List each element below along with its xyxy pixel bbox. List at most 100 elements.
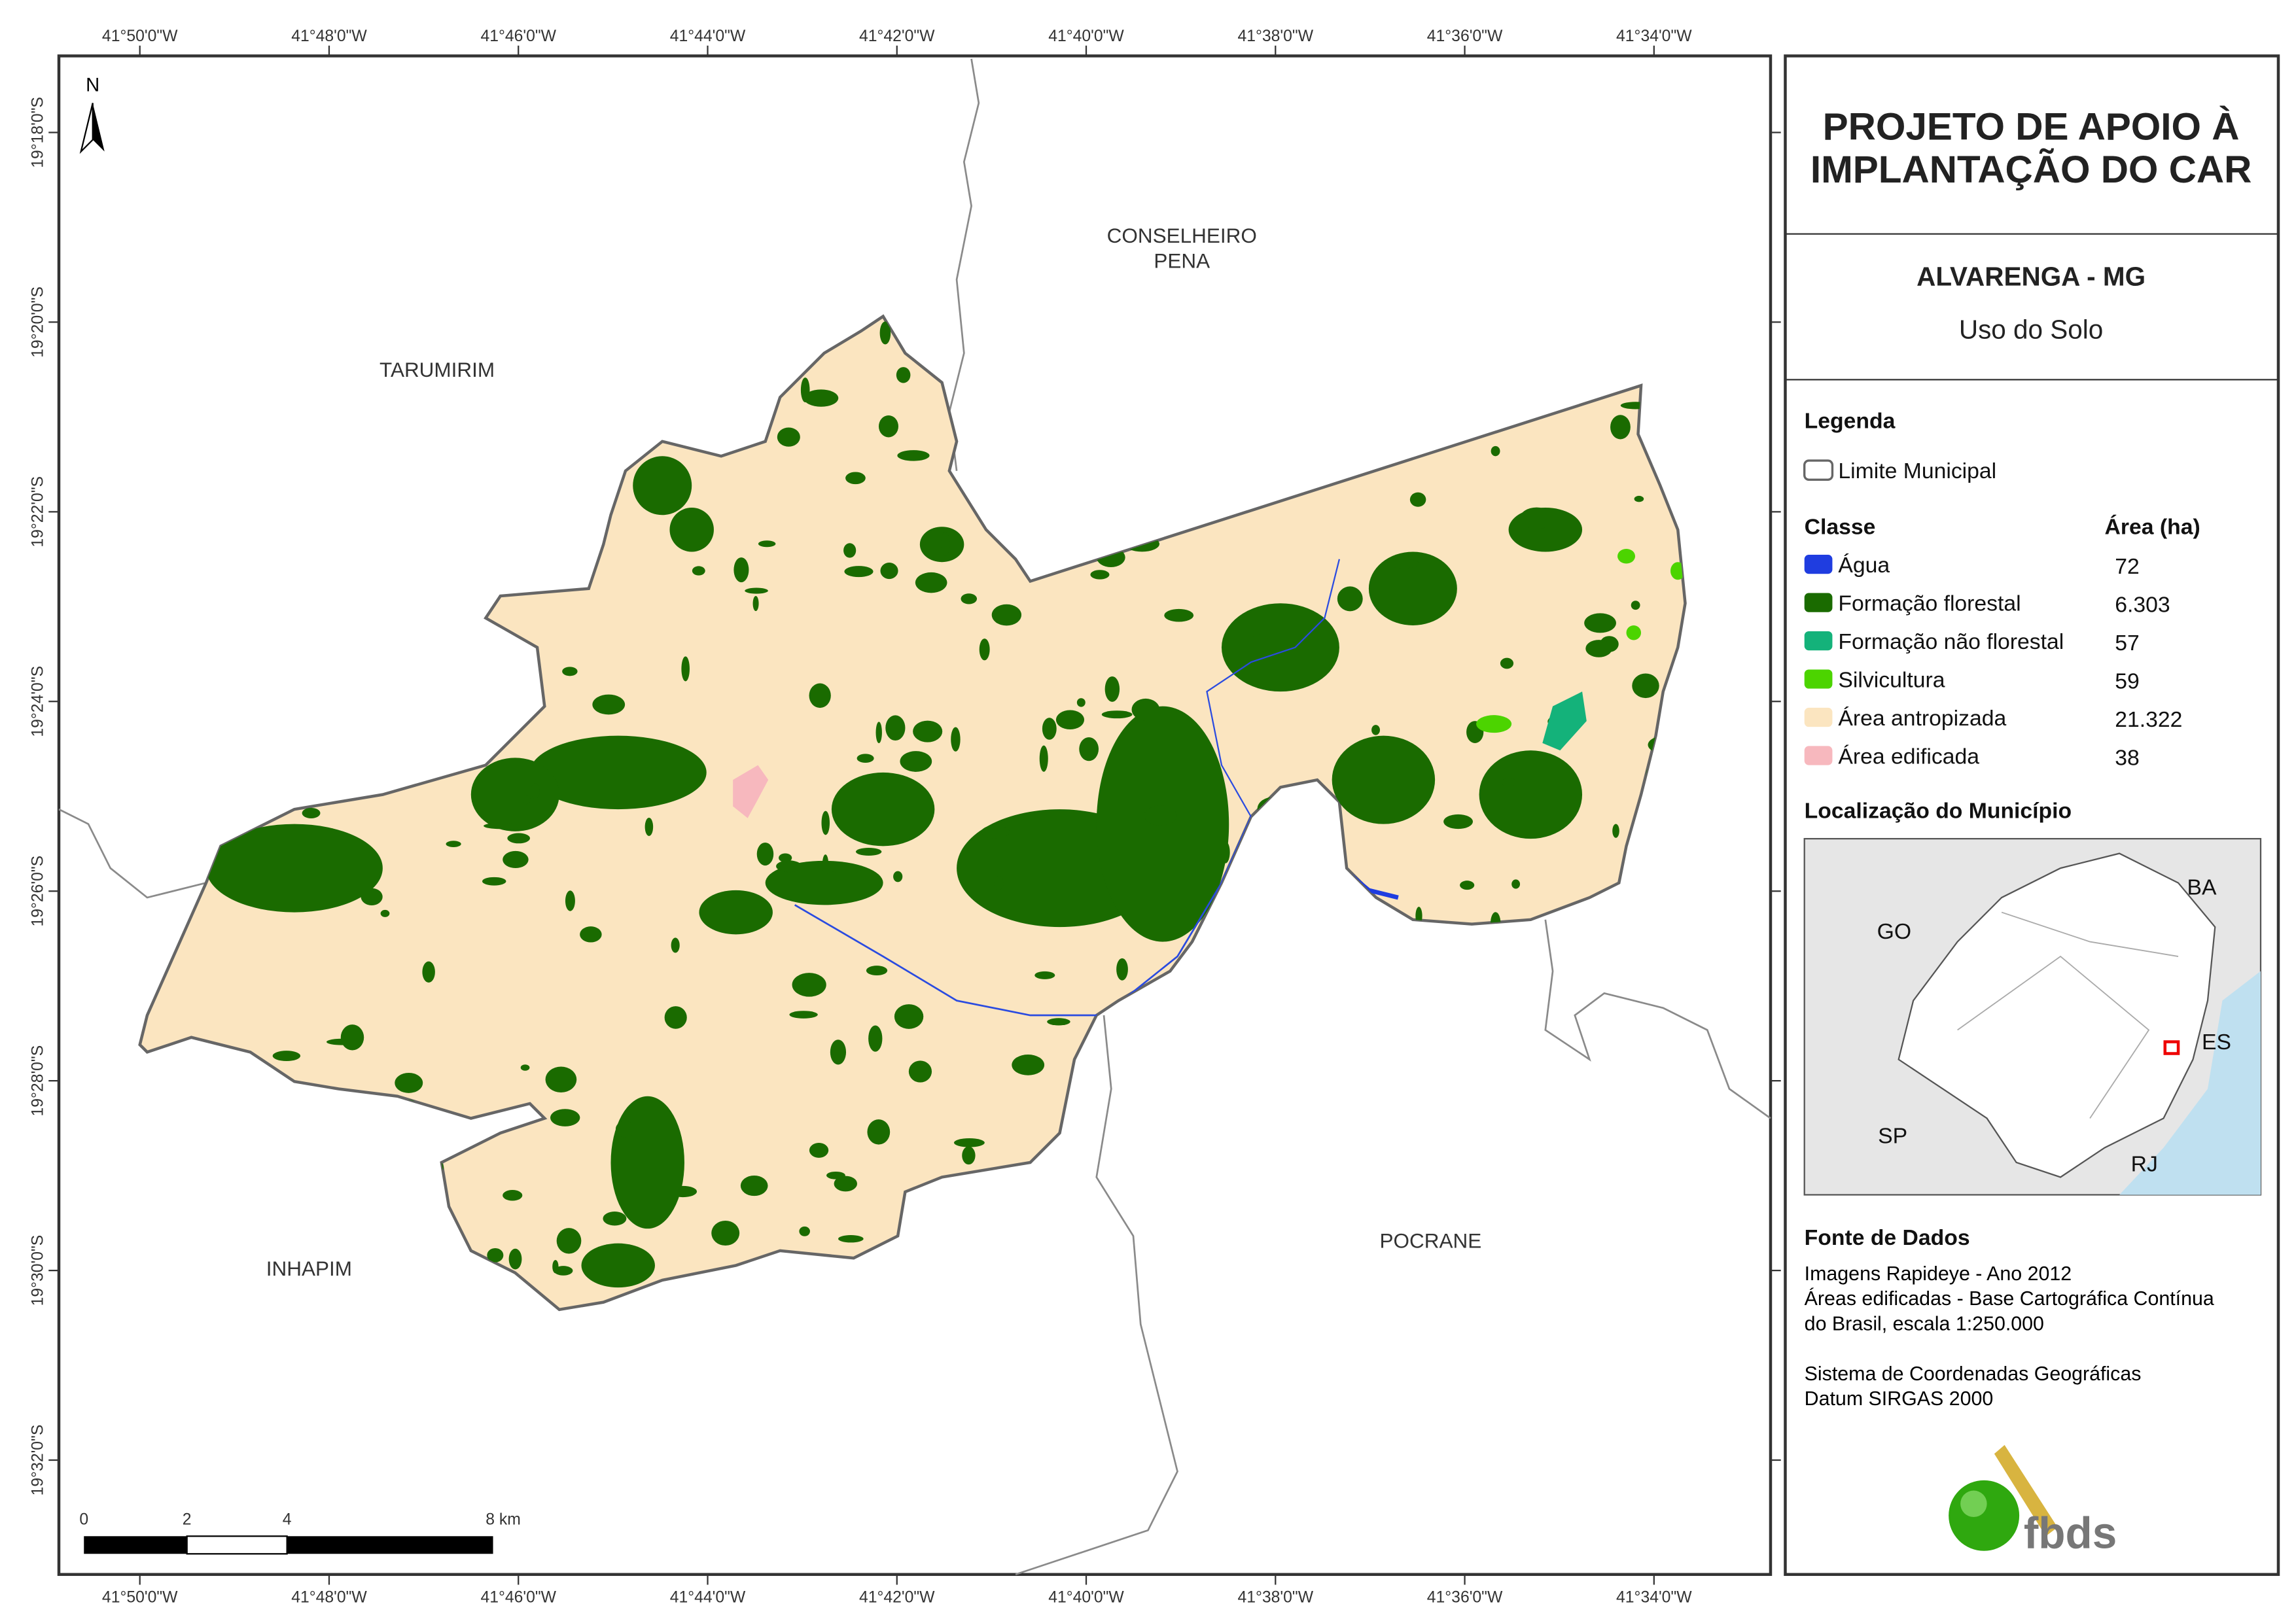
x-tick-label: 41°34'0"W (1616, 27, 1692, 45)
forest-patch (446, 841, 461, 847)
forest-patch (1385, 559, 1420, 568)
forest-patch (692, 566, 705, 576)
forest-patch (961, 593, 978, 604)
source-line: Sistema de Coordenadas Geográficas (1805, 1363, 2142, 1385)
forest-patch (1585, 640, 1612, 657)
legend-area: 21.322 (2115, 707, 2182, 732)
legend-swatch (1804, 554, 1833, 574)
state-label: GO (1877, 919, 1911, 944)
forest-patch (826, 1171, 845, 1179)
y-tick-label: 19°32'0"S (29, 1425, 46, 1496)
legend-boundary: Limite Municipal (1838, 459, 1996, 483)
municipality-name: ALVARENGA - MG (1916, 261, 2146, 291)
forest-patch (554, 1266, 573, 1276)
y-tick-label: 19°30'0"S (29, 1235, 46, 1306)
forest-patch (857, 754, 874, 763)
forest-patch (867, 1119, 891, 1145)
forest-patch (1144, 805, 1177, 826)
forest-patch (1479, 750, 1583, 839)
x-tick-label: 41°34'0"W (1616, 1589, 1692, 1607)
forest-patch (1047, 1018, 1070, 1026)
forest-patch (580, 926, 602, 943)
x-tick-label: 41°36'0"W (1427, 27, 1503, 45)
legend-class: Área edificada (1838, 744, 1979, 769)
forest-patch (951, 727, 961, 752)
state-label: SP (1878, 1124, 1907, 1149)
source-line: do Brasil, escala 1:250.000 (1805, 1313, 2044, 1335)
forest-patch (422, 961, 435, 983)
forest-patch (908, 1060, 932, 1083)
forest-patch (745, 587, 768, 594)
forest-patch (1500, 657, 1514, 669)
source-line: Imagens Rapideye - Ano 2012 (1805, 1263, 2072, 1285)
scale-bar: 0 2 4 8 km (79, 1510, 521, 1555)
x-tick-label: 41°36'0"W (1427, 1589, 1503, 1607)
scale-label: 2 (183, 1510, 192, 1528)
forest-patch (866, 966, 888, 976)
forest-patch (900, 751, 932, 772)
x-tick-label: 41°40'0"W (1048, 27, 1124, 45)
forest-patch (610, 1096, 684, 1229)
forest-patch (1443, 814, 1474, 829)
forest-patch (878, 415, 898, 438)
forest-patch (822, 854, 829, 877)
forest-patch (1610, 415, 1631, 440)
forest-patch (994, 875, 1004, 890)
forest-patch (834, 1176, 857, 1192)
forest-patch (380, 909, 390, 917)
x-tick-label: 41°42'0"W (859, 27, 935, 45)
forest-patch (529, 735, 707, 810)
legend-area: 59 (2115, 669, 2140, 694)
forest-patch (669, 1185, 698, 1198)
forest-patch (913, 720, 943, 742)
legend-class: Formação não florestal (1838, 629, 2064, 654)
forest-patch (1368, 551, 1457, 625)
forest-patch (1253, 631, 1260, 648)
forest-patch (875, 722, 882, 744)
forest-patch (1221, 603, 1339, 692)
forest-patch (340, 1024, 364, 1051)
forest-patch (1101, 710, 1133, 719)
x-tick-label: 41°46'0"W (480, 1589, 556, 1607)
forest-patch (792, 973, 826, 997)
forest-patch (894, 1004, 924, 1029)
forest-patch (1221, 841, 1230, 864)
forest-patch (302, 807, 321, 819)
x-tick-label: 41°38'0"W (1238, 1589, 1314, 1607)
legend-area: 72 (2115, 554, 2140, 579)
forest-patch (395, 1072, 423, 1093)
location-title: Localização do Município (1805, 799, 2072, 824)
x-tick-label: 41°50'0"W (102, 27, 178, 45)
place-label: CONSELHEIRO (1107, 224, 1257, 247)
scale-label: 8 km (486, 1510, 521, 1528)
forest-patch (484, 822, 519, 829)
forest-patch (1634, 495, 1644, 502)
legend-class: Área antropizada (1838, 706, 2006, 731)
state-label: ES (2202, 1030, 2231, 1055)
forest-patch (799, 1226, 810, 1236)
forest-patch (523, 795, 531, 805)
location-inset: BA GO ES SP RJ (1803, 837, 2262, 1196)
forest-patch (603, 1212, 627, 1226)
state-label: BA (2187, 875, 2217, 900)
forest-patch (1034, 971, 1055, 979)
forest-patch (205, 824, 383, 913)
forest-patch (831, 772, 935, 846)
forest-patch (868, 1025, 883, 1052)
forest-patch (1632, 673, 1659, 699)
forest-patch (545, 1066, 577, 1092)
legend-swatch (1804, 746, 1833, 765)
source-line: Datum SIRGAS 2000 (1805, 1388, 1994, 1410)
other-classes (733, 548, 1686, 1017)
forest-patch (809, 1142, 829, 1158)
forest-patch (1104, 676, 1120, 702)
forest-patch (777, 427, 800, 447)
logo: fbds (1949, 1444, 2117, 1558)
forest-patch (740, 1175, 768, 1196)
north-arrow: N (79, 75, 105, 154)
y-tick-label: 19°28'0"S (29, 1045, 46, 1117)
forest-patch (843, 543, 857, 558)
legend-class: Silvicultura (1838, 667, 1945, 692)
legend-area: 57 (2115, 631, 2140, 655)
